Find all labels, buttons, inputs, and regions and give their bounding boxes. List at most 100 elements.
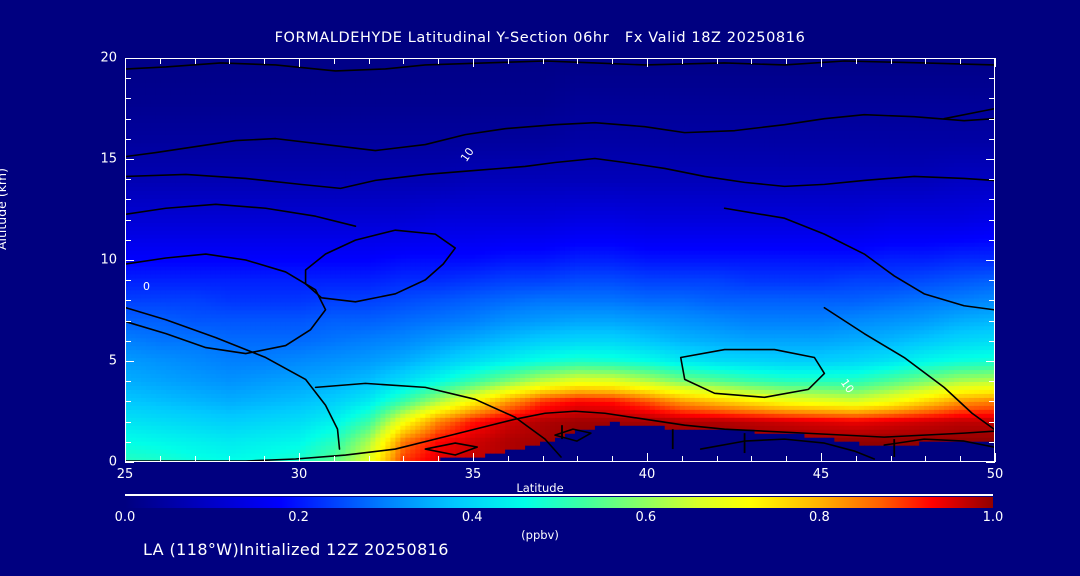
x-axis-tick [751, 58, 753, 64]
x-axis-tick [925, 456, 927, 462]
x-axis-tick [507, 58, 509, 64]
y-axis-tick [986, 260, 995, 261]
colorbar-unit-label: (ppbv) [521, 528, 559, 542]
x-axis-tick [647, 453, 648, 462]
x-axis-tick-label: 30 [290, 467, 308, 482]
y-axis-tick [986, 462, 995, 463]
x-axis-tick [403, 456, 405, 462]
x-axis-tick [786, 456, 788, 462]
x-axis-tick [194, 456, 196, 462]
y-axis-tick [989, 421, 995, 423]
colorbar-tick-label: 0.8 [809, 510, 830, 525]
x-axis-tick-label: 45 [812, 467, 830, 482]
y-axis-tick [125, 58, 134, 59]
x-axis-tick-label: 35 [464, 467, 482, 482]
x-axis-tick [855, 456, 857, 462]
y-axis-tick [989, 239, 995, 241]
x-axis-tick [368, 58, 370, 64]
x-axis-tick [681, 58, 683, 64]
x-axis-tick [577, 456, 579, 462]
x-axis-tick [333, 456, 335, 462]
y-axis-tick [125, 118, 131, 120]
x-axis-tick [577, 58, 579, 64]
x-axis-tick [159, 456, 161, 462]
x-axis-tick-label: 50 [986, 467, 1004, 482]
y-axis-tick-label: 10 [100, 252, 117, 268]
y-axis-tick [986, 159, 995, 160]
y-axis-tick [125, 98, 131, 100]
y-axis-tick [125, 199, 131, 201]
y-axis-tick [986, 361, 995, 362]
x-axis-tick [612, 456, 614, 462]
x-axis-tick [229, 456, 231, 462]
y-axis-tick [125, 159, 134, 160]
y-axis-tick [989, 320, 995, 322]
x-axis-tick [681, 456, 683, 462]
x-axis-tick [159, 58, 161, 64]
y-axis-tick [989, 138, 995, 140]
y-axis-tick [989, 78, 995, 80]
x-axis-tick [821, 453, 822, 462]
y-axis-tick [125, 260, 134, 261]
x-axis-tick [612, 58, 614, 64]
y-axis-tick [125, 300, 131, 302]
y-axis-tick [989, 219, 995, 221]
caption: LA (118°W)Initialized 12Z 20250816 [143, 540, 449, 559]
x-axis-tick [821, 58, 822, 67]
y-axis-tick-label: 0 [108, 454, 117, 470]
x-axis-tick [890, 58, 892, 64]
y-axis-tick [989, 401, 995, 403]
x-axis-tick [229, 58, 231, 64]
x-axis-tick [542, 456, 544, 462]
x-axis-tick [716, 58, 718, 64]
y-axis-tick [125, 340, 131, 342]
x-axis-tick [751, 456, 753, 462]
y-axis-tick [989, 280, 995, 282]
x-axis-tick-label: 25 [116, 467, 134, 482]
x-axis-tick [960, 58, 962, 64]
colorbar-tick-label: 1.0 [982, 510, 1004, 525]
y-axis-tick [986, 58, 995, 59]
y-axis-tick [125, 320, 131, 322]
y-axis-tick [989, 199, 995, 201]
x-axis-tick [473, 58, 474, 67]
x-axis-tick [194, 58, 196, 64]
plot-area: 10 10 0 [125, 58, 995, 462]
x-axis-tick [125, 453, 126, 462]
x-axis-tick [890, 456, 892, 462]
y-axis-tick [125, 401, 131, 403]
x-axis-tick [125, 58, 126, 67]
y-axis-tick [125, 280, 131, 282]
colorbar [125, 497, 993, 508]
x-axis-tick [368, 456, 370, 462]
x-axis-tick [299, 453, 300, 462]
y-axis-tick [125, 381, 131, 383]
x-axis-title: Latitude [516, 481, 564, 495]
x-axis-tick-label: 40 [638, 467, 656, 482]
x-axis-tick [995, 453, 996, 462]
x-axis-tick [403, 58, 405, 64]
y-axis-tick [125, 239, 131, 241]
y-axis-tick [989, 179, 995, 181]
x-axis-tick [333, 58, 335, 64]
x-axis-tick [647, 58, 648, 67]
x-axis-tick [542, 58, 544, 64]
x-axis-tick [264, 456, 266, 462]
y-axis-tick [125, 441, 131, 443]
y-axis-tick [989, 98, 995, 100]
y-axis-tick-label: 15 [100, 151, 117, 167]
colorbar-tick-label: 0.2 [288, 510, 309, 525]
x-axis-tick [438, 456, 440, 462]
y-axis-tick [125, 219, 131, 221]
y-axis-tick [989, 118, 995, 120]
y-axis-title: Altitude (km) [0, 168, 9, 250]
colorbar-tick-label: 0.4 [461, 510, 483, 525]
page-title: FORMALDEHYDE Latitudinal Y-Section 06hr … [274, 30, 806, 46]
y-axis-tick [989, 300, 995, 302]
y-axis-tick [989, 441, 995, 443]
colorbar-tick-label: 0.0 [114, 510, 136, 525]
contour-field: 10 10 0 [126, 59, 994, 461]
contour-label: 0 [143, 280, 150, 293]
y-axis-tick [125, 462, 134, 463]
